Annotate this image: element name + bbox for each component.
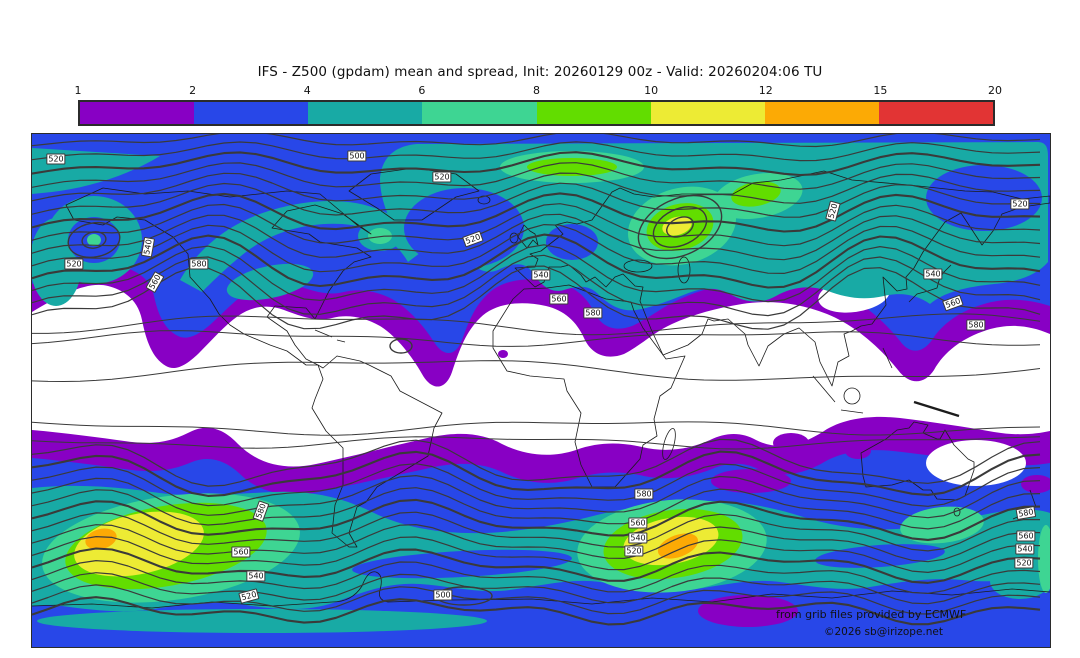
colorbar-segment-4-6 — [308, 102, 423, 124]
mean-contour-line — [32, 547, 1041, 584]
mean-contour-line — [32, 487, 1041, 530]
mean-contour-line — [32, 450, 1041, 497]
colorbar-segment-12-15 — [764, 102, 879, 124]
coastlines-layer — [32, 167, 1050, 609]
attribution-copyright: ©2026 sb@irizope.net — [824, 626, 943, 638]
mean-contour-line — [32, 141, 1041, 162]
colorbar-segment-2-4 — [194, 102, 309, 124]
contour-label-580: 580 — [966, 319, 986, 331]
mean-contour-line — [32, 192, 1041, 233]
mean-contour-line — [32, 572, 1041, 605]
colorbar-tick-label: 2 — [189, 84, 197, 97]
colorbar-segment-10-12 — [650, 102, 765, 124]
mean-contour-line — [32, 511, 1041, 552]
contour-label-540: 540 — [246, 570, 266, 582]
mean-contour-line — [32, 313, 1041, 336]
mean-contour-line — [32, 254, 1041, 317]
contour-label-520: 520 — [46, 153, 66, 165]
contour-lines-layer — [32, 134, 1041, 626]
colorbar — [78, 100, 995, 126]
colorbar-tick-label: 12 — [758, 84, 773, 97]
contour-label-500: 500 — [347, 150, 367, 162]
mean-contour-line — [32, 498, 1041, 541]
contour-label-560: 560 — [549, 293, 569, 305]
colorbar-segment-1-2 — [80, 102, 195, 124]
colorbar-tick-label: 8 — [533, 84, 540, 97]
world-map-panel: 520 500 520 540 520 560 580 520 540 560 580 520 520 5… — [31, 133, 1051, 648]
colorbar-segment-8-10 — [536, 102, 651, 124]
mean-contour-line — [32, 224, 1041, 274]
chart-title: IFS - Z500 (gpdam) mean and spread, Init… — [257, 64, 823, 80]
colorbar-tick-label: 15 — [873, 84, 888, 97]
contour-label-520: 520 — [1014, 557, 1034, 569]
contour-label-520: 520 — [432, 171, 452, 183]
colorbar-tick-label: 20 — [988, 84, 1002, 97]
mean-contour-line — [32, 151, 1041, 177]
mean-contour-line — [32, 134, 1041, 148]
mean-contour-line — [32, 475, 1041, 519]
closed-contours — [67, 194, 723, 606]
mean-contour-line — [32, 244, 1041, 303]
contour-label-520: 520 — [1010, 198, 1030, 210]
contour-label-520: 520 — [624, 545, 644, 557]
spread-shading-layer — [32, 134, 1050, 647]
mean-contour-line — [32, 233, 1041, 289]
colorbar-tick-label: 1 — [74, 84, 82, 97]
colorbar-tick-label: 10 — [644, 84, 659, 97]
contour-label-540: 540 — [628, 532, 648, 544]
contour-label-500: 500 — [433, 589, 453, 601]
contour-label-580: 580 — [634, 488, 654, 500]
colorbar-segment-15-20 — [878, 102, 993, 124]
mean-contour-line — [32, 436, 1041, 450]
mean-contour-line — [32, 596, 1041, 626]
mean-contour-line — [32, 360, 1041, 382]
mean-contour-line — [32, 203, 1041, 247]
mean-contour-line — [32, 438, 1041, 487]
contour-label-560: 560 — [231, 546, 251, 558]
world-map — [32, 134, 1050, 647]
colorbar-tick-label: 4 — [303, 84, 311, 97]
contour-label-520: 520 — [64, 258, 84, 270]
mean-contour-line — [32, 560, 1041, 594]
mean-contour-line — [32, 162, 1041, 190]
colorbar-tick-labels: 1 2 4 6 8 10 12 15 20 — [74, 84, 1003, 97]
mean-contour-line — [32, 330, 1041, 347]
mean-contour-line — [32, 524, 1041, 563]
contour-label-580: 580 — [189, 258, 209, 270]
colorbar-tick-label: 6 — [418, 84, 426, 97]
contour-label-540: 540 — [1015, 543, 1035, 555]
contour-label-540: 540 — [531, 269, 551, 281]
contour-label-560: 560 — [628, 517, 648, 529]
colorbar-segment-6-8 — [422, 102, 537, 124]
mean-contour-line — [32, 172, 1041, 204]
attribution-source: from grib files provided by ECMWF — [776, 608, 967, 621]
mean-contour-line — [32, 213, 1041, 261]
contour-label-540: 540 — [923, 268, 943, 280]
contour-label-560: 560 — [1016, 530, 1036, 542]
mean-contour-line — [32, 584, 1041, 615]
mean-contour-line — [32, 463, 1041, 507]
contour-label-580: 580 — [583, 307, 603, 319]
mean-contour-line — [32, 421, 1041, 436]
mean-contour-line — [32, 182, 1041, 218]
mean-contour-line — [32, 536, 1041, 573]
